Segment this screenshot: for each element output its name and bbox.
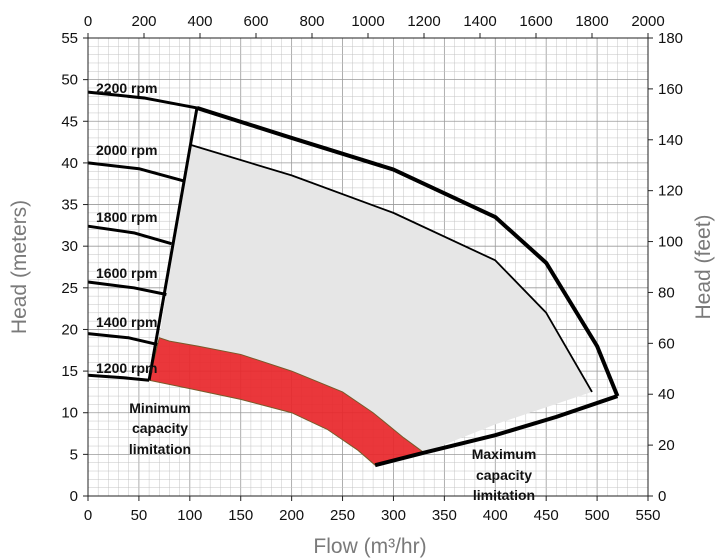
text-labels: Flow (m³/hr) Head (meters) Head (feet) 2… [8,80,715,558]
annotation-min-capacity-line3: limitation [129,441,191,457]
inner-envelope-boundary [189,143,593,393]
min-flow-boundary [147,107,199,381]
y2-tick-label: 160 [658,81,683,98]
y2-tick-label: 0 [658,488,666,505]
x-tick-label: 250 [330,507,355,524]
x-tick-label: 400 [483,507,508,524]
operating-envelope-region [159,144,593,453]
y2-tick-label: 140 [658,132,683,149]
y-tick-label: 15 [61,363,78,380]
x2-tick-label: 400 [187,13,212,30]
curve-label-1600: 1600 rpm [96,265,157,281]
annotation-max-capacity-line2: capacity [476,467,532,483]
x-tick-label: 50 [131,507,148,524]
x2-tick-label: 800 [299,13,324,30]
x2-tick-label: 1200 [407,13,440,30]
x-tick-label: 300 [381,507,406,524]
annotation-max-capacity-line1: Maximum [472,446,537,462]
y2-tick-label: 20 [658,437,675,454]
y-tick-label: 35 [61,197,78,214]
x2-tick-label: 1000 [351,13,384,30]
x-tick-label: 550 [635,507,660,524]
y-tick-label: 25 [61,280,78,297]
y-tick-label: 30 [61,238,78,255]
x2-tick-label: 0 [84,13,92,30]
speed-curve-1400-rpm [87,332,158,346]
x-tick-label: 150 [228,507,253,524]
x-tick-label: 450 [534,507,559,524]
y-tick-label: 55 [61,30,78,47]
y2-tick-label: 120 [658,183,683,200]
y-tick-label: 5 [70,446,78,463]
speed-curve-2200-rpm [87,90,198,110]
speed-curve-1200-rpm [87,373,150,382]
y2-tick-label: 180 [658,30,683,47]
x-tick-label: 500 [585,507,610,524]
curve-label-1400: 1400 rpm [96,314,157,330]
max-speed-boundary [196,106,620,397]
x2-tick-label: 1800 [575,13,608,30]
curve-label-1800: 1800 rpm [96,209,157,225]
y-tick-label: 0 [70,488,78,505]
y2-tick-label: 80 [658,284,675,301]
y-tick-label: 10 [61,405,78,422]
speed-curve-1600-rpm [87,280,167,296]
curve-label-1200: 1200 rpm [96,360,157,376]
speed-curve-1800-rpm [87,224,172,246]
x2-tick-label: 1600 [519,13,552,30]
max-capacity-boundary [374,394,619,468]
axis-ticks: 0 50 100 150 200 250 300 350 400 450 500 5500510152… [61,13,683,524]
y2-tick-label: 60 [658,335,675,352]
speed-curve-2000-rpm [87,161,186,183]
y2-axis-title: Head (feet) [692,214,715,319]
y2-tick-label: 40 [658,386,675,403]
curve-label-2200: 2200 rpm [96,80,157,96]
x2-tick-label: 1400 [463,13,496,30]
x-tick-label: 200 [279,507,304,524]
annotation-min-capacity-line2: capacity [132,420,188,436]
curve-label-2000: 2000 rpm [96,142,157,158]
x2-tick-label: 2000 [631,13,664,30]
x-axis-title: Flow (m³/hr) [313,535,426,558]
x-tick-label: 0 [84,507,92,524]
y-tick-label: 20 [61,321,78,338]
x2-tick-label: 600 [243,13,268,30]
curves [87,90,620,468]
x2-tick-label: 200 [131,13,156,30]
x-tick-label: 100 [177,507,202,524]
y-axis-title: Head (meters) [8,200,31,334]
y-tick-label: 40 [61,155,78,172]
y-tick-label: 50 [61,72,78,89]
annotation-min-capacity-line1: Minimum [129,400,190,416]
y-tick-label: 45 [61,113,78,130]
y2-tick-label: 100 [658,234,683,251]
x-tick-label: 350 [432,507,457,524]
annotation-max-capacity-line3: limitation [473,487,535,503]
